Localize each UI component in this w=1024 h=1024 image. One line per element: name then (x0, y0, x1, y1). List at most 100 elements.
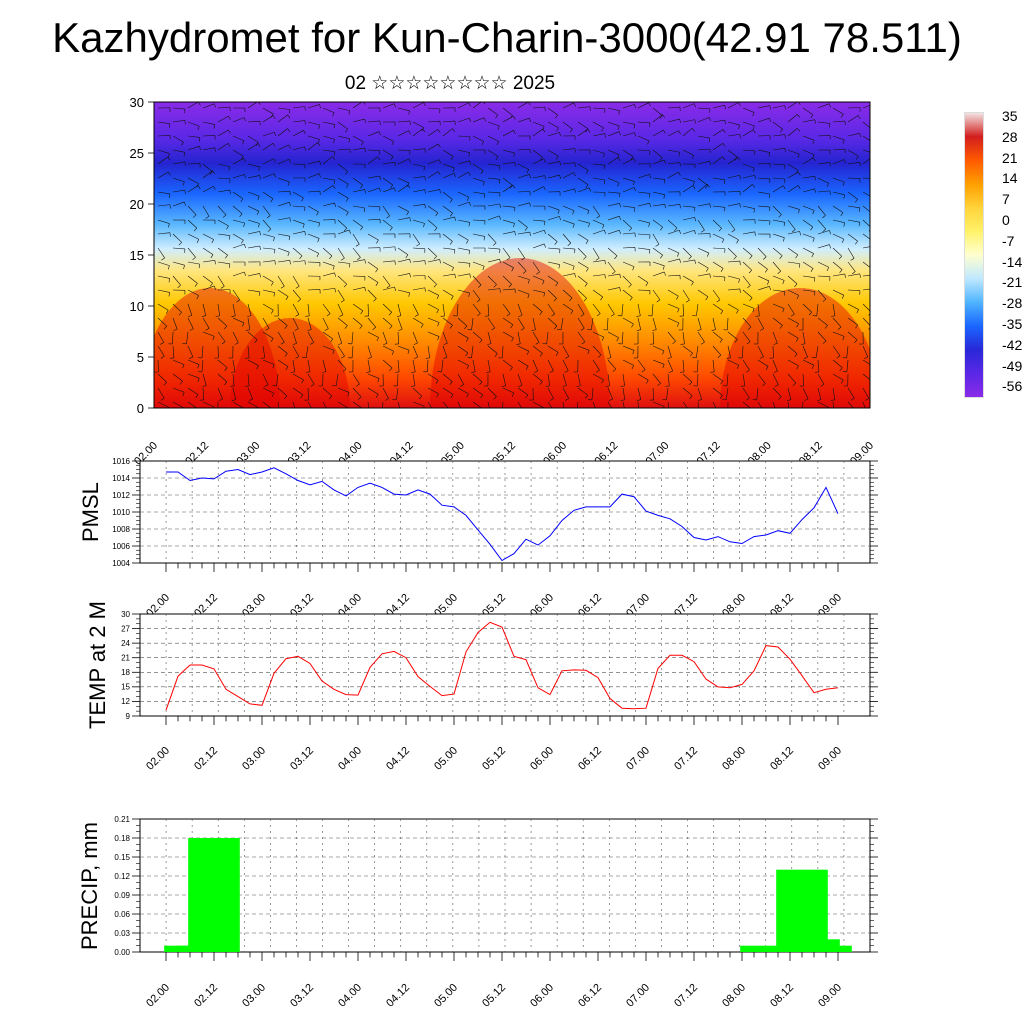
wind-barb (487, 177, 500, 180)
wind-barb-flag (248, 398, 253, 401)
wind-barb-flag (555, 114, 558, 119)
wind-barb-flag (649, 249, 651, 254)
wind-barb-flag (480, 170, 484, 174)
wind-barb-flag (525, 366, 529, 370)
wind-barb (487, 387, 497, 397)
wind-barb-flag (752, 308, 755, 313)
wind-barb (502, 373, 506, 386)
wind-barb-flag (587, 128, 591, 133)
wind-barb-flag (739, 175, 741, 180)
wind-barb-flag (229, 235, 231, 240)
wind-barb-flag (482, 181, 485, 186)
wind-barb-flag (746, 341, 751, 345)
y-tick-label: 20 (130, 197, 144, 212)
wind-barb-flag (284, 353, 288, 357)
wind-barb-flag (468, 152, 470, 157)
wind-barb (397, 120, 410, 123)
wind-barb (756, 387, 759, 400)
x-tick-label: 07.12 (672, 745, 700, 773)
wind-barb-flag (705, 296, 709, 301)
wind-barb (277, 359, 289, 367)
wind-barb-flag (243, 222, 245, 227)
wind-barb (607, 229, 620, 235)
wind-barb-flag (318, 222, 320, 227)
wind-barb (577, 106, 590, 109)
wind-barb-flag (258, 102, 261, 105)
wind-barb (590, 317, 594, 330)
wind-barb-flag (344, 171, 348, 175)
x-tick-label: 05.12 (480, 982, 508, 1010)
wind-barb (532, 186, 544, 193)
wind-barb (757, 286, 770, 291)
wind-barb (232, 387, 237, 400)
wind-barb (787, 387, 792, 400)
wind-barb-flag (391, 141, 395, 146)
wind-barb-flag (210, 282, 213, 287)
wind-barb (517, 373, 523, 386)
wind-barb (487, 135, 499, 142)
wind-barb-flag (229, 189, 231, 194)
wind-barb-flag (649, 174, 651, 179)
wind-barb-flag (487, 343, 492, 345)
wind-barb (787, 247, 799, 256)
wind-barb-flag (796, 295, 800, 300)
wind-barb-flag (572, 266, 575, 270)
wind-barb (546, 331, 549, 344)
wind-barb-flag (451, 267, 454, 272)
wind-barb (352, 205, 365, 209)
wind-barb-flag (629, 297, 633, 301)
wind-barb-flag (325, 413, 329, 415)
wind-barb-flag (333, 124, 336, 129)
wind-barb (607, 121, 620, 127)
wind-barb (502, 161, 515, 165)
wind-barb (547, 233, 558, 242)
wind-barb (577, 317, 585, 329)
wind-barb (442, 233, 453, 242)
wind-barb (532, 175, 545, 179)
wind-barb-flag (214, 260, 216, 265)
wind-barb (202, 147, 215, 151)
wind-barb-flag (620, 385, 625, 387)
wind-barb (695, 345, 699, 358)
wind-barb (247, 401, 259, 408)
wind-barb (832, 177, 845, 183)
wind-barb-flag (826, 267, 830, 271)
wind-barb (607, 345, 612, 358)
wind-barb-flag (765, 366, 769, 370)
wind-barb (772, 247, 783, 256)
wind-barb (547, 275, 559, 283)
wind-barb-flag (318, 124, 320, 129)
wind-barb (217, 163, 230, 167)
wind-barb (232, 233, 244, 241)
wind-barb (337, 289, 345, 301)
wind-barb (621, 303, 624, 316)
wind-barb-flag (471, 371, 476, 373)
wind-barb (787, 171, 799, 179)
wind-barb-flag (580, 314, 585, 317)
wind-barb (232, 303, 236, 316)
wind-barb-flag (231, 315, 236, 317)
wind-barb (187, 289, 199, 296)
wind-barb (712, 359, 715, 372)
wind-barb-flag (798, 171, 801, 176)
wind-barb-flag (343, 283, 348, 288)
pmsl-ylabel: PMSL (78, 482, 103, 542)
wind-barb (847, 219, 860, 223)
wind-barb (277, 201, 290, 207)
wind-barb (292, 205, 305, 208)
wind-barb (637, 317, 642, 330)
wind-barb (442, 273, 455, 277)
wind-barb (412, 203, 425, 207)
wind-barb-flag (527, 279, 530, 284)
wind-barb (577, 387, 588, 396)
wind-barb-flag (524, 227, 528, 231)
wind-barb (817, 177, 829, 184)
wind-barb-flag (316, 253, 319, 258)
wind-barb (592, 289, 603, 298)
wind-barb (472, 219, 486, 221)
wind-barb (517, 231, 530, 235)
wind-barb-flag (795, 254, 799, 259)
wind-barb-flag (559, 216, 561, 221)
wind-barb-flag (301, 379, 304, 384)
